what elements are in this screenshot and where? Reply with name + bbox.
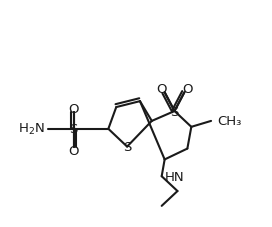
Text: S: S [123, 141, 131, 153]
Text: S: S [70, 123, 78, 136]
Text: O: O [182, 82, 193, 95]
Text: S: S [170, 105, 179, 118]
Text: $\mathregular{H_2N}$: $\mathregular{H_2N}$ [18, 122, 45, 137]
Text: O: O [69, 102, 79, 115]
Text: CH₃: CH₃ [217, 115, 241, 128]
Text: O: O [69, 144, 79, 157]
Text: HN: HN [165, 170, 184, 183]
Text: O: O [156, 82, 167, 95]
